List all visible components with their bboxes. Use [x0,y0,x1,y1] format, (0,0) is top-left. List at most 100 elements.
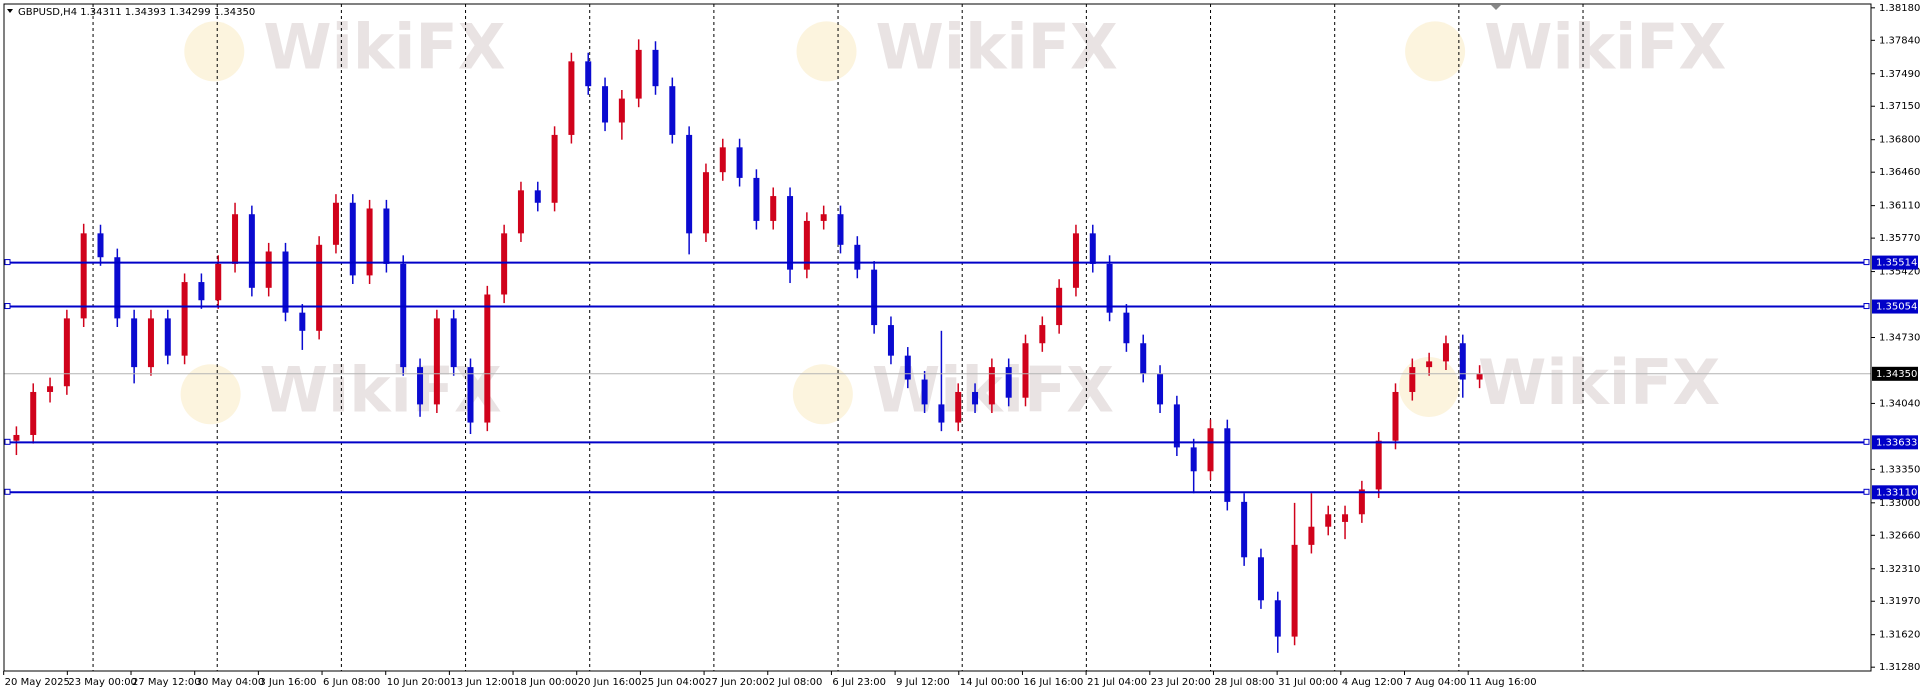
level-label: 1.35054 [1876,302,1917,313]
candle-body [181,282,188,356]
x-tick-label: 10 Jun 20:00 [387,677,451,688]
candle-body [1005,367,1012,398]
candle-body [1392,391,1399,441]
level-tag [1872,485,1918,500]
candle-body [719,147,726,173]
candle-body [669,86,676,135]
candle-body [1022,343,1029,398]
x-tick-label: 30 May 04:00 [196,677,265,688]
candle-body [164,318,171,356]
y-tick-label: 1.34730 [1879,333,1920,344]
watermark: WikiFX [260,353,502,426]
candle-body [198,282,205,301]
y-tick-label: 1.33000 [1879,498,1920,509]
candle-body [787,196,794,270]
x-tick-label: 3 Jun 16:00 [259,677,316,688]
level-tag [1872,435,1918,450]
x-tick-label: 4 Aug 12:00 [1342,677,1403,688]
x-tick-label: 31 Jul 00:00 [1278,677,1338,688]
grid: 1.38180 1.37840 1.37490 1.37150 1.36800 1.364… [3,3,1920,688]
y-tick-label: 1.36460 [1879,167,1920,178]
candle-body [1308,526,1315,545]
candle-body [736,147,743,178]
candle-body [366,208,373,276]
level-handle [4,259,11,266]
candle-body [635,49,642,99]
candle-body [1476,373,1483,380]
info-bar: GBPUSD,H4 1.34311 1.34393 1.34299 1.3435… [18,7,255,18]
y-tick-label: 1.31620 [1879,630,1920,641]
candle-body [47,386,54,392]
candle-body [147,318,154,368]
candle-body [1409,367,1416,392]
candle-body [501,233,508,295]
x-tick-label: 21 Jul 04:00 [1087,677,1147,688]
x-tick-label: 27 May 12:00 [132,677,201,688]
candle-body [1291,544,1298,637]
candle-body [248,214,255,288]
x-tick-label: 23 May 00:00 [68,677,137,688]
y-tick-label: 1.35770 [1879,233,1920,244]
candle-body [1257,557,1264,601]
candle-body [30,391,37,435]
shift-marker [1491,5,1501,10]
candle-body [1459,343,1466,380]
x-tick-label: 7 Aug 04:00 [1405,677,1466,688]
candle-body [871,269,878,326]
x-tick-label: 2 Jul 08:00 [769,677,823,688]
y-tick-label: 1.34040 [1879,398,1920,409]
candle-body [820,214,827,221]
candle-body [1224,428,1231,502]
x-tick-label: 16 Jul 16:00 [1023,677,1083,688]
candle-body [686,134,693,234]
candle-body [215,263,222,301]
x-tick-label: 20 Jun 16:00 [578,677,642,688]
x-tick-label: 20 May 2025 [5,677,70,688]
y-tick-label: 1.32660 [1879,530,1920,541]
level-handle [4,488,11,495]
candle-body [316,244,323,331]
level-handle [4,438,11,445]
x-tick-label: 23 Jul 20:00 [1151,677,1211,688]
watermark: WikiFX [876,11,1118,84]
y-tick-label: 1.33350 [1879,464,1920,475]
candle-body [1140,343,1147,374]
candle-body [1426,361,1433,368]
candle-body [1325,514,1332,527]
watermark-logo [1405,21,1466,82]
candle-body [955,391,962,423]
watermark: WikiFX [1484,11,1726,84]
watermark-logo [796,21,857,82]
candle-body [1157,373,1164,405]
candle-body [837,214,844,245]
candle-body [652,49,659,87]
candle-body [854,244,861,270]
candle-body [904,355,911,380]
y-tick-label: 1.37150 [1879,101,1920,112]
y-tick-label: 1.31970 [1879,596,1920,607]
watermark-logo [792,364,853,425]
candle-body [988,367,995,405]
candle-body [232,214,239,264]
candle-body [803,220,810,270]
candle-body [702,172,709,234]
candle-body [1039,325,1046,344]
level-label: 1.33633 [1876,437,1917,448]
candle-body [484,294,491,423]
x-tick-label: 9 Jul 12:00 [896,677,950,688]
candle-body [921,379,928,405]
candle-body [1442,343,1449,362]
x-tick-label: 28 Jul 08:00 [1214,677,1274,688]
candle-body [1342,514,1349,522]
y-tick-label: 1.32310 [1879,564,1920,575]
x-tick-label: 18 Jun 00:00 [514,677,578,688]
candle-body [282,251,289,313]
level-label: 1.35514 [1876,258,1917,269]
candle-body [417,367,424,405]
candle-body [63,318,70,387]
x-tick-label: 11 Aug 16:00 [1469,677,1536,688]
y-tick-label: 1.37490 [1879,69,1920,80]
x-tick-label: 27 Jun 20:00 [705,677,769,688]
